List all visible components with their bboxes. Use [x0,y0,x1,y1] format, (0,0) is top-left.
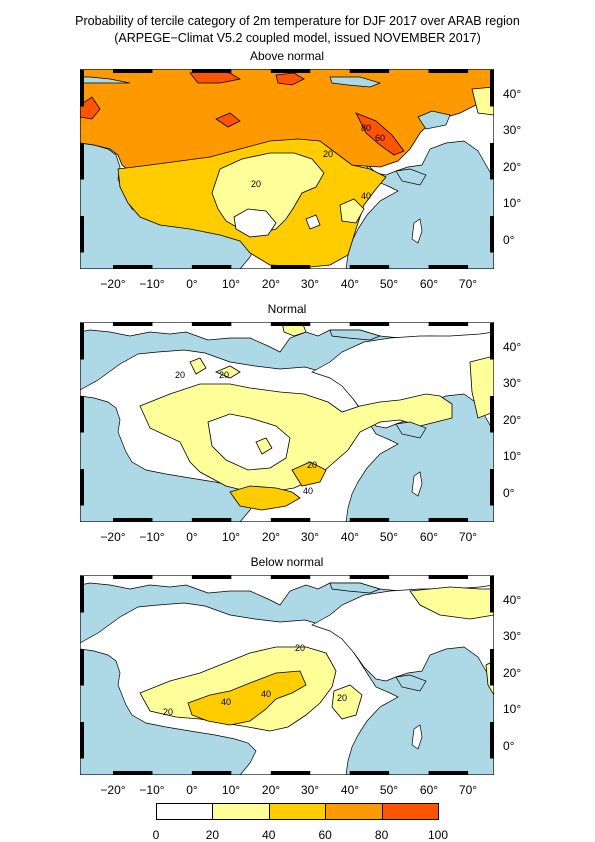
map-panel-above-normal: 20 20 40 60 80 [80,69,494,269]
map-subtitle: (ARPEGE−Climat V5.2 coupled model, issue… [114,31,481,45]
lon-tick-label: 10° [221,530,241,544]
lon-tick-label: 60° [419,783,439,797]
contour-label-20: 20 [163,707,173,717]
lat-tick-label: 40° [503,87,522,101]
map-title: Probability of tercile category of 2m te… [75,14,520,28]
lon-tick-label: −20° [100,277,126,291]
colorbar-segment [268,803,327,820]
lat-tick-label: 10° [503,702,522,716]
lat-tick-label: 0° [503,486,515,500]
lat-tick-label: 20° [503,160,522,174]
lon-tick-label: −20° [100,530,126,544]
lon-tick-label: 10° [221,277,241,291]
lon-tick-label: 30° [300,277,320,291]
lat-tick-label: 10° [503,196,522,210]
lon-tick-label: 50° [379,783,399,797]
lon-tick-label: 20° [261,530,281,544]
colorbar-segment [381,803,439,820]
contour-label-20: 20 [175,370,185,380]
colorbar-tick-label: 100 [427,828,449,842]
lat-tick-label: 30° [503,629,522,643]
lon-tick-label: 20° [261,277,281,291]
lat-tick-label: 40° [503,593,522,607]
contour-label-40: 40 [303,486,313,496]
lon-tick-label: 30° [300,530,320,544]
panel-title-normal: Normal [267,302,307,316]
lon-tick-label: −10° [139,530,165,544]
lat-tick-label: 30° [503,376,522,390]
lon-tick-label: 50° [379,277,399,291]
lon-tick-label: 40° [340,530,360,544]
lon-tick-label: 50° [379,530,399,544]
contour-label-20: 20 [323,149,333,159]
colorbar-segment [156,803,214,820]
colorbar-tick-label: 20 [205,828,220,842]
lon-tick-label: 40° [340,277,360,291]
lat-tick-label: 20° [503,413,522,427]
lon-tick-label: 70° [458,277,478,291]
panel-title-below: Below normal [250,555,324,569]
lat-tick-label: 20° [503,666,522,680]
contour-label-40: 40 [261,689,271,699]
lon-tick-label: 40° [340,783,360,797]
contour-label-40: 40 [221,697,231,707]
lat-tick-label: 10° [503,449,522,463]
contour-label-80: 80 [361,123,371,133]
lon-tick-label: 60° [419,530,439,544]
contour-label-20: 20 [251,179,261,189]
lon-tick-label: 30° [300,783,320,797]
lon-tick-label: 0° [186,783,198,797]
contour-label-60: 60 [375,133,385,143]
lon-tick-label: −20° [100,783,126,797]
lon-tick-label: 20° [261,783,281,797]
lon-tick-label: 10° [221,783,241,797]
lat-tick-label: 30° [503,123,522,137]
lon-tick-label: 60° [419,277,439,291]
lon-tick-label: 70° [458,783,478,797]
lat-tick-label: 0° [503,233,515,247]
colorbar-tick-label: 60 [318,828,332,842]
lon-tick-label: 70° [458,530,478,544]
lat-tick-label: 40° [503,340,522,354]
contour-label-20: 20 [295,643,305,653]
colorbar-segment [212,803,270,820]
contour-label-20: 20 [337,693,347,703]
contour-label-20: 20 [307,460,317,470]
colorbar-segment [325,803,383,820]
contour-label-20: 20 [219,370,229,380]
map-panel-below-normal: 20 20 20 40 40 [80,575,494,775]
map-panel-normal: 20 20 20 40 [80,322,494,522]
colorbar-tick-label: 0 [152,828,160,842]
lon-tick-label: −10° [139,783,165,797]
lon-tick-label: 0° [186,530,198,544]
colorbar-tick-label: 80 [374,828,389,842]
colorbar-tick-label: 40 [262,828,276,842]
lon-tick-label: −10° [139,277,165,291]
panel-title-above: Above normal [249,49,325,63]
contour-label-40: 40 [361,191,371,201]
lon-tick-label: 0° [186,277,198,291]
lat-tick-label: 0° [503,739,515,753]
